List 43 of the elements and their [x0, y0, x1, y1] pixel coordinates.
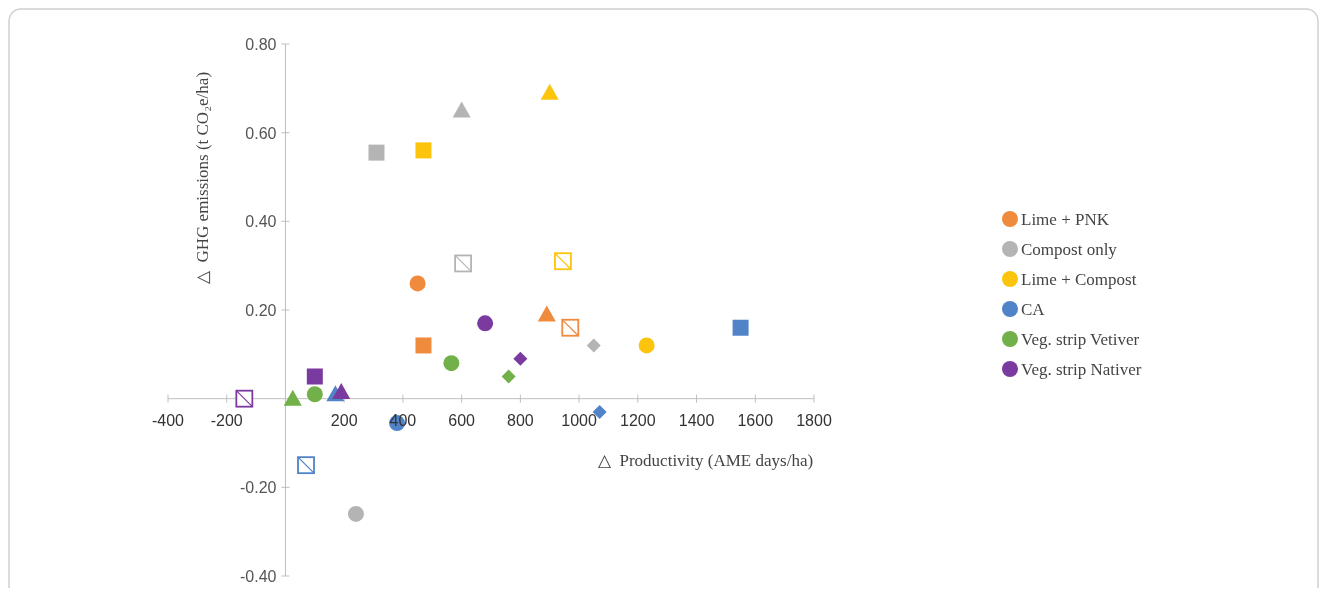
- x-tick-label: 1600: [737, 411, 774, 429]
- point: [732, 319, 749, 336]
- x-tick-label: -400: [151, 411, 185, 429]
- legend-label: Compost only: [1021, 240, 1118, 259]
- point: [443, 355, 460, 372]
- point: [540, 83, 559, 100]
- legend-label: Veg. strip Vetiver: [1021, 330, 1140, 349]
- point: [283, 389, 302, 406]
- point: [586, 338, 601, 353]
- y-axis-title: △ GHG emissions (t CO₂e/ha): [193, 71, 212, 284]
- point: [501, 369, 516, 384]
- point: [332, 383, 351, 400]
- point: [347, 505, 364, 522]
- x-tick-label: 1000: [561, 411, 597, 429]
- x-tick-label: 600: [448, 411, 476, 429]
- legend-label: CA: [1021, 300, 1046, 319]
- point: [513, 351, 528, 366]
- point: [306, 386, 323, 403]
- y-tick-label: 0.60: [245, 124, 277, 142]
- point: [638, 337, 655, 354]
- legend-label: Lime + Compost: [1021, 270, 1137, 289]
- point: [409, 275, 426, 292]
- legend-label: Veg. strip Nativer: [1021, 360, 1142, 379]
- x-axis-title: △ Productivity (AME days/ha): [598, 451, 814, 470]
- x-tick-label: 1200: [620, 411, 656, 429]
- point: [452, 101, 471, 118]
- x-tick-label: -200: [210, 411, 243, 429]
- y-tick-label: 0.40: [245, 213, 277, 231]
- x-tick-label: 1400: [678, 411, 715, 429]
- y-tick-label: 0.20: [245, 302, 277, 319]
- point: [537, 305, 556, 322]
- x-tick-label: 200: [330, 411, 358, 429]
- point: [415, 142, 432, 159]
- x-tick-label: 1800: [796, 411, 832, 429]
- point: [477, 315, 494, 332]
- y-tick-label: -0.40: [239, 568, 277, 585]
- legend-label: Lime + PNK: [1021, 210, 1110, 229]
- y-tick-label: 0.80: [245, 36, 277, 53]
- point: [415, 337, 432, 354]
- point: [306, 368, 323, 385]
- y-tick-label: -0.20: [239, 479, 277, 497]
- point: [368, 144, 385, 161]
- x-tick-label: 800: [507, 411, 534, 429]
